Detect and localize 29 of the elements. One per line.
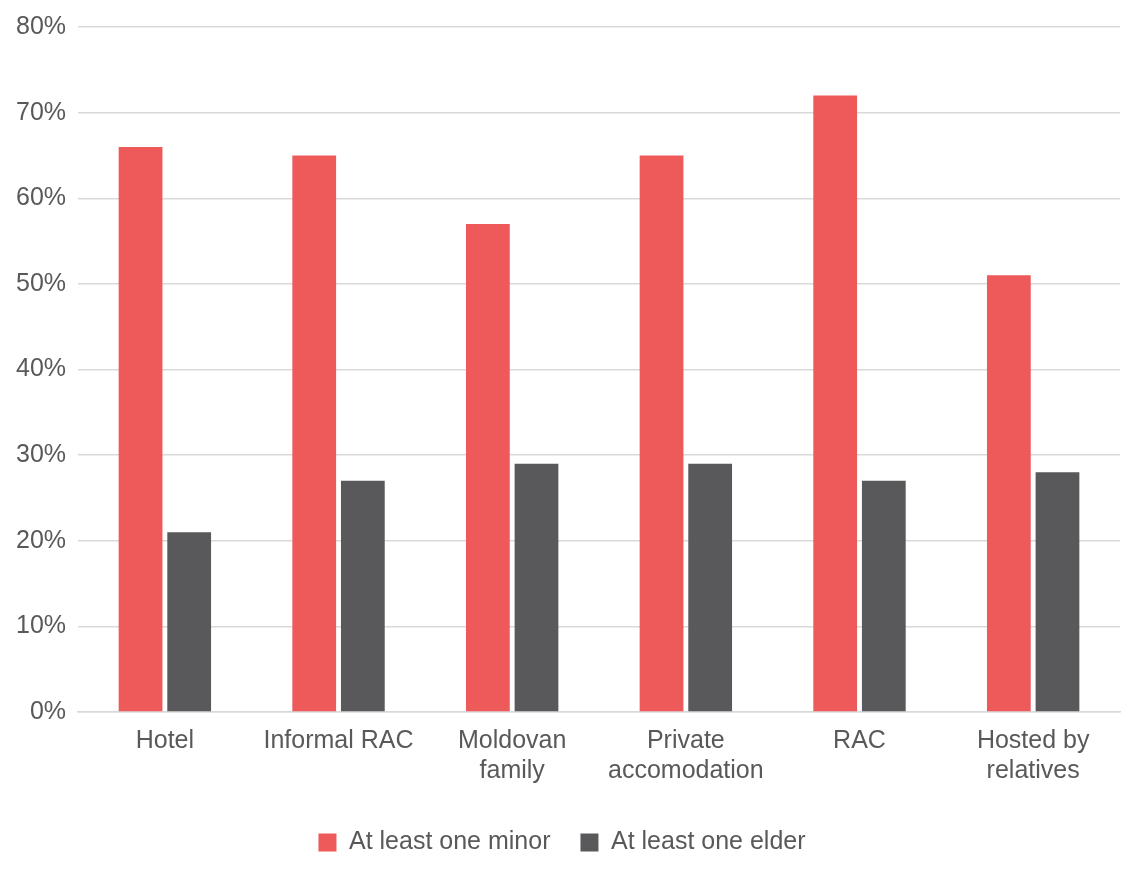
y-tick-label: 50% — [15, 267, 67, 296]
y-tick-label: 40% — [15, 353, 67, 382]
x-tick-label: Hosted by relatives — [976, 724, 1090, 783]
bar — [688, 463, 733, 712]
y-tick-label: 10% — [15, 610, 67, 639]
y-tick-label: 30% — [15, 439, 67, 468]
bar — [813, 95, 858, 712]
x-tick-label: Moldovan family — [457, 724, 567, 783]
legend-label: At least one elder — [610, 826, 806, 855]
x-tick-label: RAC — [833, 724, 886, 753]
y-tick-label: 80% — [15, 10, 67, 39]
x-tick-label: Informal RAC — [263, 724, 414, 753]
y-tick-label: 0% — [29, 695, 67, 724]
bar — [639, 155, 684, 712]
bar — [514, 463, 559, 712]
legend-label: At least one minor — [348, 826, 551, 855]
bar — [167, 532, 212, 712]
bar — [1035, 472, 1080, 712]
x-tick-label: Private accomodation — [608, 724, 764, 783]
y-tick-label: 20% — [15, 524, 67, 553]
x-tick-label: Hotel — [135, 724, 195, 753]
y-tick-label: 70% — [15, 96, 67, 125]
bar — [118, 146, 163, 712]
bar — [340, 480, 385, 712]
bar — [292, 155, 337, 712]
bar — [986, 275, 1031, 712]
bar — [861, 480, 906, 712]
bar — [465, 223, 510, 712]
y-tick-label: 60% — [15, 182, 67, 211]
